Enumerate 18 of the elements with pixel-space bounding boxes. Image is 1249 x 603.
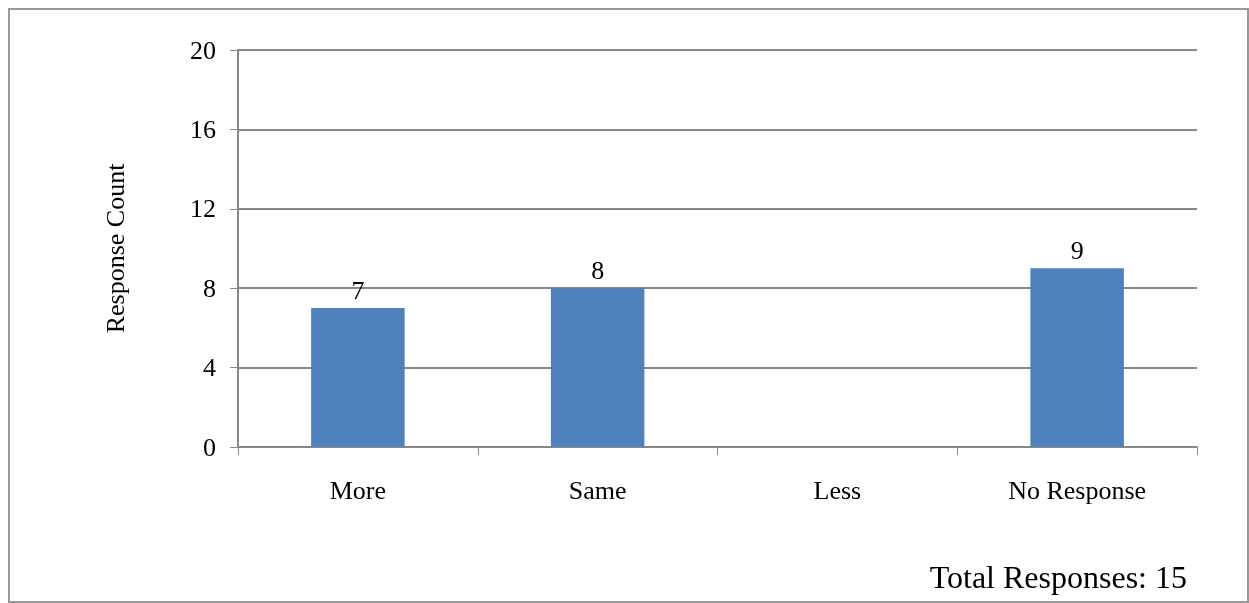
x-tick-label: More — [329, 475, 387, 505]
x-tick-label: Less — [813, 475, 862, 505]
data-label: 7 — [351, 275, 365, 305]
data-label: 9 — [1070, 235, 1084, 265]
y-tick-label: 8 — [203, 273, 216, 303]
y-tick-label: 16 — [190, 114, 216, 144]
y-tick-label: 0 — [203, 432, 216, 462]
bar — [311, 308, 405, 447]
bar — [550, 288, 645, 447]
data-label: 8 — [591, 255, 605, 285]
y-axis-title: Response Count — [100, 162, 130, 334]
y-tick-label: 20 — [190, 35, 216, 65]
x-tick-label: No Response — [1008, 475, 1147, 505]
y-tick-label: 12 — [190, 194, 216, 224]
text: Total Responses: 15 — [929, 559, 1187, 595]
x-tick-label: Same — [568, 475, 627, 505]
y-tick-label: 4 — [203, 353, 216, 383]
bar — [1030, 268, 1124, 447]
